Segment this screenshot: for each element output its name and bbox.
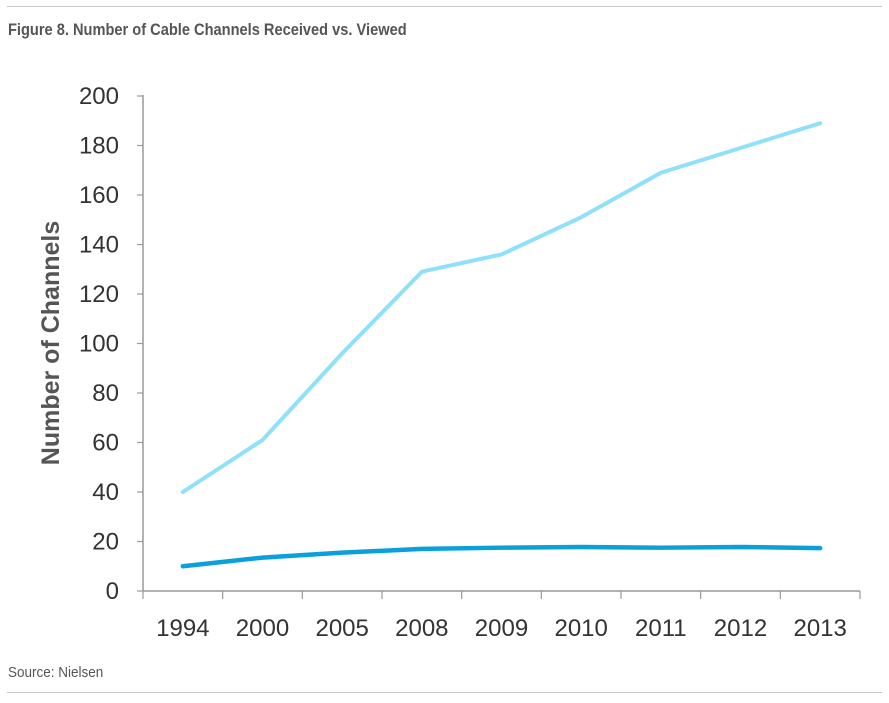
x-tick-label: 2013 xyxy=(793,615,846,642)
source-note: Source: Nielsen xyxy=(8,664,104,681)
y-tick-label: 120 xyxy=(79,281,119,308)
y-tick-label: 80 xyxy=(92,380,119,407)
top-rule xyxy=(7,6,882,7)
y-tick-label: 60 xyxy=(92,430,119,457)
x-tick-label: 1994 xyxy=(156,615,209,642)
x-tick-label: 2010 xyxy=(554,615,607,642)
y-tick-label: 200 xyxy=(79,83,119,110)
y-tick-label: 180 xyxy=(79,133,119,160)
bottom-rule xyxy=(7,692,882,693)
y-tick-label: 140 xyxy=(79,232,119,259)
y-tick-label: 0 xyxy=(106,578,119,605)
x-tick-label: 2000 xyxy=(236,615,289,642)
x-tick-label: 2011 xyxy=(635,615,687,642)
y-axis-label: Number of Channels xyxy=(37,221,65,465)
x-tick-label: 2009 xyxy=(475,615,528,642)
x-tick-label: 2008 xyxy=(395,615,448,642)
series-line-1 xyxy=(180,121,823,494)
y-tick-label: 160 xyxy=(79,182,119,209)
y-tick-label: 40 xyxy=(92,479,119,506)
y-tick-label: 100 xyxy=(79,331,119,358)
series-line-2 xyxy=(180,544,823,569)
x-tick-label: 2012 xyxy=(714,615,767,642)
y-tick-label: 20 xyxy=(92,529,119,556)
x-tick-label: 2005 xyxy=(315,615,368,642)
figure-title: Figure 8. Number of Cable Channels Recei… xyxy=(8,20,407,39)
